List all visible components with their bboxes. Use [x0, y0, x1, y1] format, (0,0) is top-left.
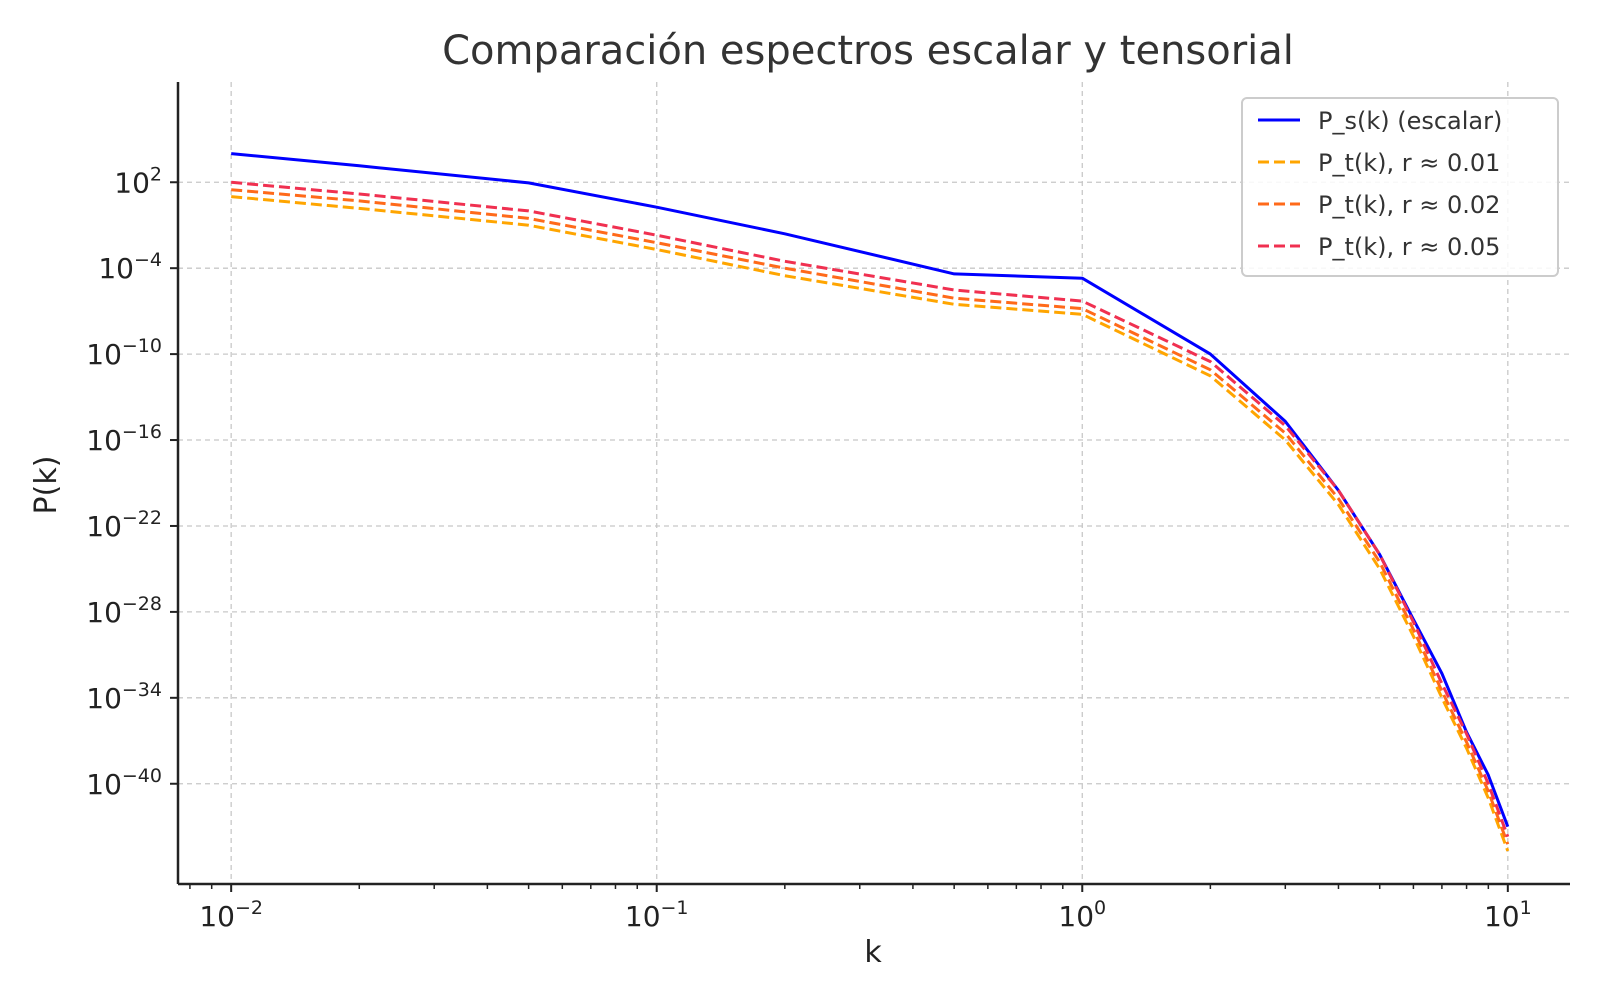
chart-title: Comparación espectros escalar y tensoria…	[442, 28, 1294, 74]
y-tick-label: 10−40	[86, 765, 162, 801]
y-tick-label: 10−4	[98, 249, 162, 285]
y-tick-label: 10−16	[86, 421, 162, 457]
y-tick-label: 10−10	[86, 335, 162, 371]
series-line-3	[231, 180, 1510, 838]
legend-label-1: P_t(k), r ≈ 0.01	[1318, 149, 1500, 177]
x-tick-label: 100	[1058, 897, 1106, 933]
grid	[178, 82, 1570, 884]
legend: P_s(k) (escalar) P_t(k), r ≈ 0.01 P_t(k), …	[1241, 97, 1559, 277]
legend-label-3: P_t(k), r ≈ 0.05	[1318, 233, 1500, 261]
x-tick-label: 10−2	[199, 897, 263, 933]
y-tick-label: 10−22	[86, 507, 162, 543]
series-line-2	[231, 188, 1510, 845]
y-tick-label: 10−34	[86, 679, 162, 715]
series-group	[231, 152, 1510, 852]
legend-label-0: P_s(k) (escalar)	[1318, 107, 1502, 135]
legend-frame	[1241, 97, 1559, 277]
x-axis-label: k	[864, 935, 882, 970]
series-line-0	[231, 152, 1510, 828]
y-axis-label: P(k)	[29, 456, 64, 515]
x-tick-label: 101	[1484, 897, 1532, 933]
series-line-1	[231, 195, 1510, 852]
y-tick-label: 10−28	[86, 593, 162, 629]
legend-label-2: P_t(k), r ≈ 0.02	[1318, 191, 1500, 219]
y-tick-label: 102	[114, 163, 162, 199]
ticks: 10−2 10−1 100 101 102 10−4 10−10 10−16 10−22 10−2…	[86, 163, 1531, 933]
x-tick-label: 10−1	[625, 897, 689, 933]
